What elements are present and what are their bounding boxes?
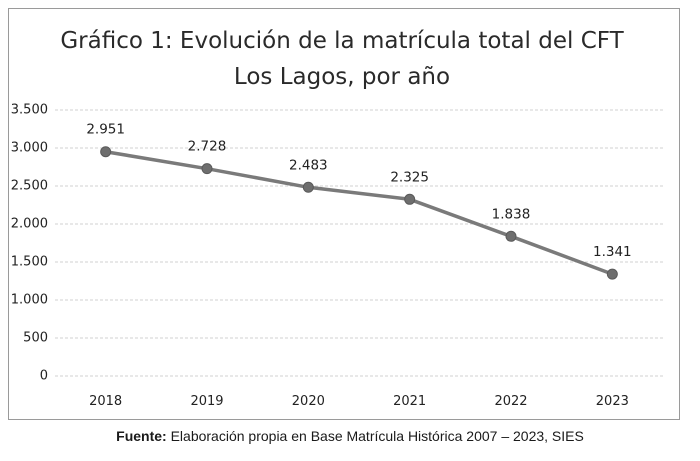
x-tick-label: 2022 [494, 394, 527, 409]
data-point [201, 163, 213, 175]
x-tick-label: 2023 [596, 394, 629, 409]
data-labels: 2.951 2.728 2.483 2.325 1.838 1.341 [86, 122, 631, 260]
y-tick-label: 2.500 [11, 179, 48, 194]
y-tick-label: 1.000 [11, 293, 48, 308]
data-label: 2.325 [390, 169, 429, 185]
data-point [100, 146, 112, 158]
y-tick-label: 3.000 [11, 141, 48, 156]
y-tick-label: 3.500 [11, 103, 48, 118]
y-tick-label: 0 [40, 369, 48, 384]
x-tick-label: 2018 [89, 394, 122, 409]
y-tick-label: 1.500 [11, 255, 48, 270]
x-tick-label: 2020 [292, 394, 325, 409]
y-tick-label: 2.000 [11, 217, 48, 232]
y-tick-label: 500 [23, 331, 48, 346]
x-tick-label: 2021 [393, 394, 426, 409]
chart-title-line-1: Gráfico 1: Evolución de la matrícula tot… [60, 28, 624, 54]
data-label: 1.341 [593, 244, 632, 260]
data-label: 2.951 [86, 122, 125, 138]
x-tick-label: 2019 [190, 394, 223, 409]
source-lead: Fuente: [116, 428, 167, 444]
chart-title: Gráfico 1: Evolución de la matrícula tot… [60, 28, 624, 90]
x-axis-ticks: 2018 2019 2020 2021 2022 2023 [89, 394, 629, 409]
data-label: 2.483 [289, 157, 328, 173]
chart-title-line-2: Los Lagos, por año [234, 64, 450, 90]
data-label: 1.838 [492, 206, 531, 222]
series-line [103, 149, 615, 276]
data-point [404, 193, 416, 205]
chart-frame [8, 8, 680, 420]
data-point [606, 268, 618, 280]
series-matricula [100, 146, 618, 280]
y-axis-ticks: 0 500 1.000 1.500 2.000 2.500 3.000 3.500 [11, 103, 48, 384]
source-note: Fuente: Elaboración propia en Base Matrí… [0, 428, 700, 444]
data-point [505, 230, 517, 242]
gridlines [55, 109, 663, 377]
source-text: Elaboración propia en Base Matrícula His… [166, 428, 584, 444]
data-label: 2.728 [188, 139, 227, 155]
data-point [302, 181, 314, 193]
